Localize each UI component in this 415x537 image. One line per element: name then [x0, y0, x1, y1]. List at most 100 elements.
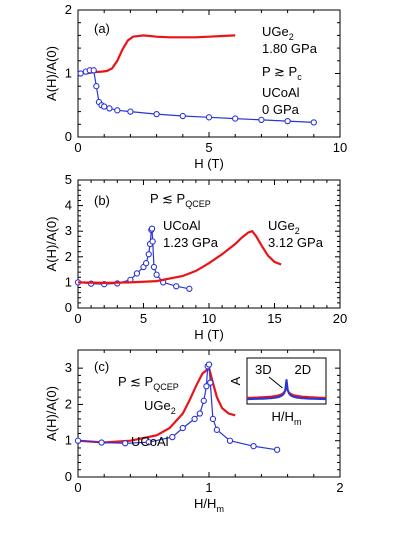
data-point-ucoal: [205, 361, 213, 368]
data-point-ucoal: [93, 83, 100, 90]
data-point-ucoal: [258, 116, 265, 124]
y-tick-label: 0: [65, 469, 72, 484]
condition-label: P ≲ PQCEP: [118, 374, 179, 392]
x-tick-label: 5: [140, 311, 147, 326]
pressure-label-ucoal: 0 GPa: [262, 102, 300, 117]
inset: 3D 2D A H/Hm: [228, 357, 327, 427]
data-point-ucoal: [145, 251, 152, 258]
series-label-uge2: UGe2: [262, 24, 294, 42]
data-point-ucoal: [77, 70, 84, 77]
y-axis-label: A(H)/A(0): [44, 217, 59, 272]
data-point-ucoal: [203, 383, 210, 390]
data-point-ucoal: [310, 119, 317, 126]
x-tick-label: 2: [336, 480, 343, 495]
data-point-ucoal: [142, 260, 150, 267]
x-tick-label: 0: [74, 480, 81, 495]
panel-label: (c): [94, 359, 109, 374]
data-point-ucoal: [232, 115, 239, 122]
data-point-ucoal: [101, 103, 108, 110]
data-point-ucoal: [250, 443, 257, 450]
data-point-ucoal: [114, 107, 121, 114]
data-point-ucoal: [200, 397, 207, 404]
data-point-ucoal: [148, 225, 156, 232]
data-point-ucoal: [284, 117, 291, 125]
y-tick-label: 4: [65, 198, 72, 213]
x-tick-label: 10: [202, 311, 216, 326]
y-tick-label: 3: [65, 360, 72, 375]
y-tick-label: 0: [65, 129, 72, 144]
series-label-ucoal: UCoAl: [262, 85, 300, 100]
inset-x-label: H/Hm: [272, 409, 302, 427]
data-point-ucoal: [122, 440, 129, 447]
inset-label-3d: 3D: [255, 362, 272, 377]
panel-3: 0 1 2 0 1 2 3 H/Hm A(H)/A(0) (c) P ≲ PQCEP UGe2 UCoA…: [44, 349, 344, 514]
data-point-ucoal: [106, 105, 113, 112]
data-point-ucoal: [179, 424, 186, 432]
pressure-label-ucoal: 1.23 GPa: [163, 235, 219, 250]
data-point-ucoal: [179, 112, 186, 120]
data-point-ucoal: [205, 114, 213, 121]
panel-label: (b): [94, 193, 110, 208]
data-point-ucoal: [191, 415, 198, 423]
condition-label: P ≳ Pc: [262, 64, 302, 82]
series-label-uge2: UGe2: [144, 398, 176, 416]
data-point-ucoal: [74, 437, 82, 444]
y-tick-label: 1: [65, 274, 72, 289]
y-axis-label: A(H)/A(0): [44, 46, 59, 101]
y-tick-label: 1: [65, 66, 72, 81]
data-point-ucoal: [173, 283, 180, 290]
x-tick-label: 1: [205, 480, 212, 495]
series-line-uge2: [78, 366, 236, 444]
data-point-ucoal: [153, 271, 160, 278]
panel-label: (a): [94, 21, 110, 36]
series-line-uge2: [85, 34, 236, 75]
data-point-ucoal: [145, 439, 152, 446]
x-tick-label: 20: [333, 311, 347, 326]
inset-label-2d: 2D: [295, 362, 312, 377]
data-point-ucoal: [90, 67, 97, 74]
y-tick-label: 0: [65, 300, 72, 315]
x-axis-label: H (T): [194, 327, 224, 342]
x-tick-label: 0: [74, 140, 81, 155]
data-point-ucoal: [133, 270, 141, 277]
x-axis-label: H/Hm: [194, 496, 224, 514]
condition-label: P ≲ PQCEP: [150, 191, 211, 209]
series-label-uge2: UGe2: [268, 218, 300, 236]
panel-2: 0 5 10 15 20 0 1 2 3 4 5 H (T) A(H)/A(0) (b) P ≲ PQCEP…: [44, 172, 347, 342]
data-point-ucoal: [196, 410, 203, 417]
series-label-ucoal: UCoAl: [131, 434, 169, 449]
y-axis-label: A(H)/A(0): [44, 386, 59, 441]
series-label-ucoal: UCoAl: [163, 218, 201, 233]
data-point-ucoal: [273, 446, 281, 453]
data-point-ucoal: [149, 238, 156, 245]
data-point-ucoal: [169, 433, 176, 441]
pressure-label-uge2: 3.12 GPa: [268, 235, 324, 250]
data-point-ucoal: [98, 439, 105, 446]
y-tick-label: 2: [65, 396, 72, 411]
data-point-ucoal: [226, 437, 234, 444]
x-tick-label: 10: [333, 140, 347, 155]
data-point-ucoal: [213, 426, 221, 433]
x-tick-label: 15: [267, 311, 281, 326]
inset-curve-3d: [247, 379, 326, 401]
data-point-ucoal: [209, 415, 217, 423]
y-tick-label: 2: [65, 2, 72, 17]
inset-arrow: [268, 376, 283, 389]
x-tick-label: 5: [205, 140, 212, 155]
y-tick-label: 5: [65, 172, 72, 187]
inset-y-label: A: [228, 376, 243, 385]
x-tick-label: 0: [74, 311, 81, 326]
data-point-ucoal: [153, 110, 160, 118]
x-axis-label: H (T): [194, 156, 224, 171]
y-tick-label: 1: [65, 433, 72, 448]
series-line-uge2: [78, 229, 282, 285]
data-point-ucoal: [186, 285, 193, 292]
data-point-ucoal: [127, 108, 134, 115]
data-point-ucoal: [207, 379, 214, 386]
data-point-ucoal: [150, 263, 158, 271]
y-tick-label: 2: [65, 249, 72, 264]
pressure-label-uge2: 1.80 GPa: [262, 41, 318, 56]
y-tick-label: 3: [65, 223, 72, 238]
